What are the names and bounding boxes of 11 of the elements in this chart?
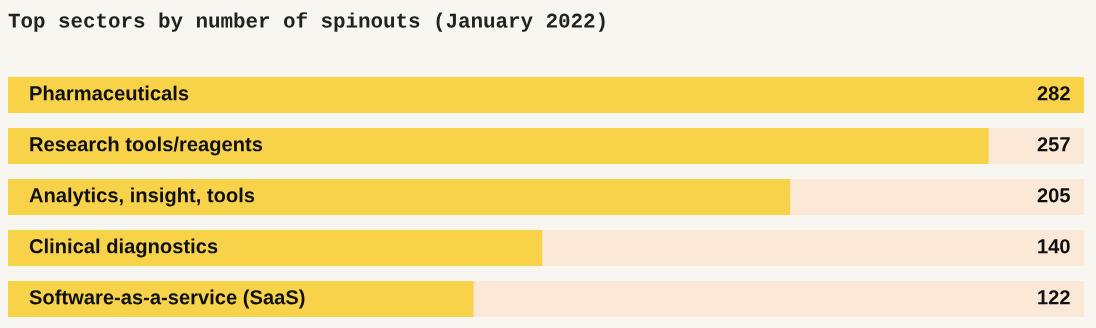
y-tick-label: Software-as-a-service (SaaS) bbox=[29, 289, 305, 309]
data-label: 205 bbox=[1037, 188, 1070, 203]
chart-title: Top sectors by number of spinouts (January 2022) bbox=[8, 12, 605, 32]
y-tick-label: Clinical diagnostics bbox=[29, 238, 218, 258]
data-label: 140 bbox=[1038, 239, 1070, 254]
data-label: 257 bbox=[1037, 137, 1070, 152]
data-label: 282 bbox=[1037, 86, 1070, 101]
data-label: 122 bbox=[1038, 290, 1070, 305]
y-tick-label: Pharmaceuticals bbox=[30, 85, 189, 101]
y-tick-label: Research tools/reagents bbox=[30, 136, 263, 156]
y-tick-label: Analytics, insight, tools bbox=[29, 187, 255, 207]
